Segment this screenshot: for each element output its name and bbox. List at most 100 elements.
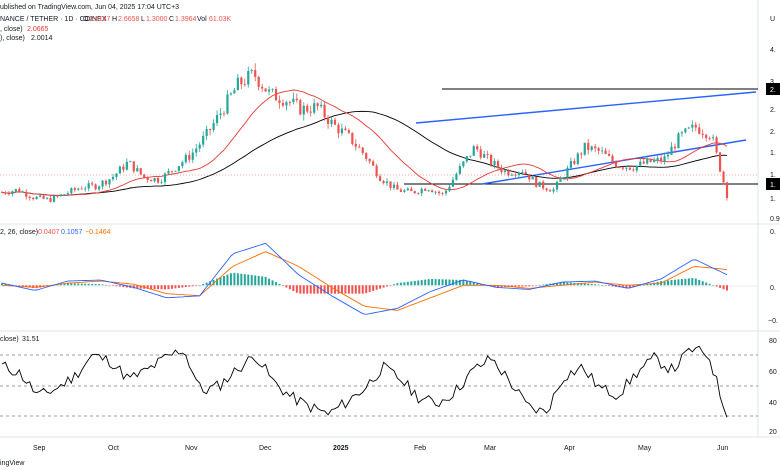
candle-down (91, 183, 94, 185)
candle-down (614, 161, 618, 168)
candle-down (424, 188, 427, 191)
macd-hist-bar (396, 283, 399, 286)
symbol-legend[interactable]: NANCE / TETHER · 1D · COINEX O 2.6137 H … (0, 16, 232, 23)
macd-hist-bar (340, 285, 343, 294)
candle-up (590, 146, 593, 151)
price-tick: 0.9 (770, 216, 780, 223)
macd-tick: −0. (768, 318, 778, 325)
candle-up (14, 189, 17, 192)
candle-up (680, 132, 684, 134)
candle-up (236, 77, 239, 91)
macd-hist-bar (389, 285, 392, 286)
macd-line-value: 0.1057 (61, 229, 83, 236)
candle-up (639, 161, 642, 166)
price-pane[interactable] (0, 63, 758, 203)
candle-down (295, 98, 298, 101)
macd-hist-bar (708, 283, 711, 286)
candle-down (94, 184, 97, 190)
candle-up (420, 188, 423, 194)
macd-hist-bar (247, 274, 250, 286)
macd-hist-bar (216, 278, 219, 286)
macd-hist-bar (372, 285, 375, 291)
macd-hist-bar (694, 278, 697, 286)
candle-up (195, 148, 198, 153)
candle-up (271, 88, 274, 90)
candle-up (59, 194, 63, 197)
candle-up (177, 166, 180, 171)
macd-hist-bar (87, 283, 90, 286)
macd-hist-bar (663, 280, 666, 286)
time-tick: Jun (717, 445, 728, 452)
ma-fast-legend[interactable]: , close) 2.0665 (0, 26, 49, 33)
time-axis[interactable]: Sep Oct Nov Dec 2025 Feb Mar Apr May Jun (33, 445, 728, 452)
macd-hist-bar (361, 285, 364, 294)
channel-lower-line[interactable] (481, 139, 747, 185)
candle-up (455, 173, 458, 180)
macd-hist-bar (309, 285, 312, 294)
candle-down (479, 149, 482, 158)
candle-up (451, 179, 455, 187)
macd-pane[interactable]: 2, 26, close) −0.0407 0.1057 −0.1464 0. … (0, 229, 778, 325)
candle-down (254, 70, 257, 77)
rsi-tick: 60 (769, 369, 777, 376)
macd-hist-bar (538, 284, 541, 286)
macd-hist-bar (139, 285, 142, 289)
macd-hist-bar (566, 282, 569, 286)
ma-fast-line (1, 89, 728, 196)
candle-up (84, 188, 87, 190)
macd-legend[interactable]: 2, 26, close) −0.0407 0.1057 −0.1464 (0, 229, 111, 236)
price-axis[interactable]: U 4. 3. 2. 2. 1. 1. 1. 0.9 2. 1. (766, 16, 780, 223)
candle-up (625, 167, 628, 169)
macd-hist-bar (392, 284, 395, 286)
candle-up (39, 195, 42, 197)
channel-upper-line[interactable] (415, 91, 757, 124)
macd-signal-value: −0.1464 (85, 229, 111, 236)
macd-hist-bar (150, 285, 153, 289)
macd-hist-bar (587, 283, 590, 286)
candle-up (247, 71, 250, 85)
candle-down (49, 197, 52, 202)
macd-hist-bar (719, 285, 722, 288)
macd-hist-bar (386, 285, 389, 287)
candle-up (503, 170, 507, 173)
macd-hist-bar (209, 281, 212, 286)
candle-up (11, 191, 14, 195)
candle-down (281, 102, 285, 106)
candle-up (656, 157, 659, 160)
candle-down (698, 127, 701, 134)
macd-hist-bar (205, 282, 208, 286)
candle-down (257, 76, 260, 87)
macd-hist-bar (188, 285, 191, 287)
candle-up (63, 194, 66, 196)
candle-down (642, 161, 645, 164)
candle-up (118, 166, 122, 174)
candle-up (267, 89, 271, 92)
candle-down (372, 161, 375, 166)
candle-up (111, 176, 115, 180)
macd-hist-bar (410, 281, 413, 286)
candle-down (410, 188, 413, 192)
candle-down (358, 146, 361, 148)
candle-up (226, 94, 229, 114)
macd-hist-bar (212, 279, 215, 286)
ma-slow-legend[interactable]: ), close) 2.0014 (0, 35, 53, 42)
rsi-legend[interactable]: close) 31.51 (0, 336, 40, 343)
candle-up (555, 181, 559, 190)
macd-hist-bar (510, 285, 513, 287)
macd-hist-bar (448, 279, 451, 286)
candle-up (469, 155, 472, 157)
time-tick: Sep (33, 445, 46, 452)
macd-hist-value: −0.0407 (34, 229, 60, 236)
candle-down (28, 196, 31, 198)
candle-up (302, 105, 305, 115)
ohlc-o-value: 2.6137 (89, 16, 111, 23)
published-note: ublished on TradingView.com, Jun 04, 202… (0, 4, 179, 11)
macd-hist-bar (667, 280, 670, 286)
macd-hist-bar (115, 285, 118, 287)
candle-up (538, 181, 541, 187)
rsi-pane[interactable]: close) 31.51 80 60 40 20 (0, 336, 777, 436)
candle-up (427, 190, 430, 192)
candle-down (399, 189, 403, 192)
price-tag-bottom-bg (766, 178, 780, 190)
